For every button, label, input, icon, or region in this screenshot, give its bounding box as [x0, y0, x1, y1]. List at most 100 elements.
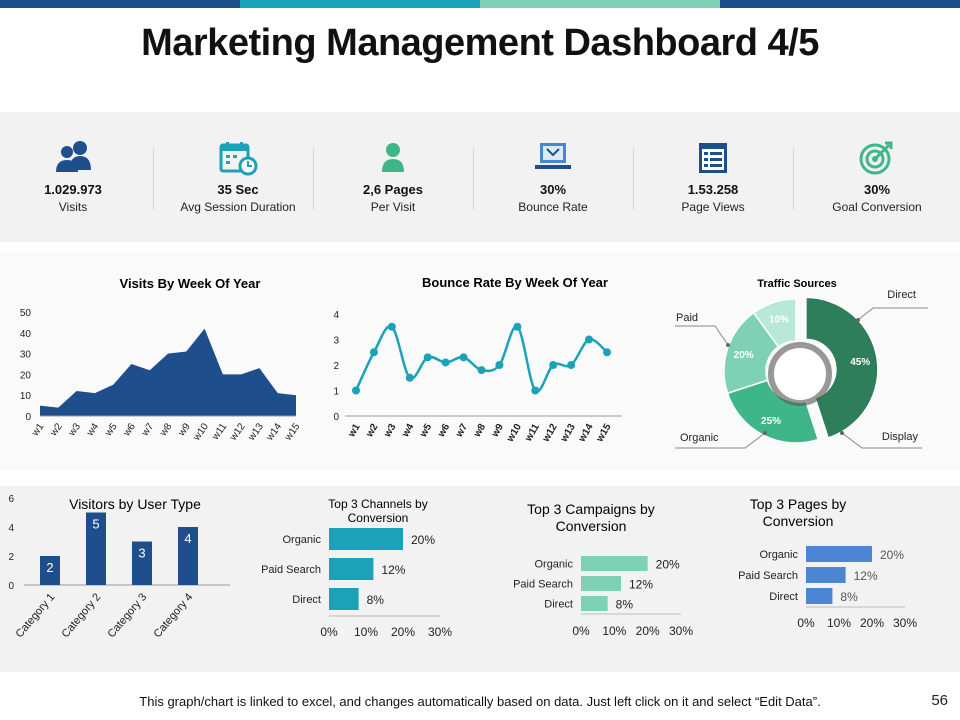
- y-category-label: Direct: [292, 594, 321, 606]
- kpi-divider: [633, 148, 634, 210]
- callout-dot: [840, 431, 844, 435]
- data-point: [387, 322, 396, 331]
- slice-name-label: Display: [882, 431, 919, 443]
- y-category-label: Organic: [282, 534, 321, 546]
- y-tick-label: 10: [20, 391, 32, 402]
- top-color-bar: [0, 0, 960, 8]
- bar-value-label: 8%: [367, 593, 385, 607]
- kpi-value: 1.53.258: [687, 182, 739, 197]
- x-tick-label: 20%: [860, 616, 884, 630]
- data-point: [549, 361, 558, 369]
- bar-value-label: 20%: [411, 533, 435, 547]
- data-point: [441, 358, 450, 367]
- chart-title-line-1: Top 3 Pages by: [750, 496, 847, 512]
- bar: [581, 576, 621, 591]
- chart-title-line-2: Conversion: [348, 511, 409, 525]
- x-tick-label: w15: [594, 422, 614, 445]
- data-point: [423, 353, 432, 362]
- x-tick-label: w7: [139, 421, 156, 439]
- data-point: [369, 348, 378, 357]
- traffic-sources-chart: Traffic Sources 45% 25% 20% 10% Direct Displa…: [675, 278, 928, 449]
- bar-value-label: 20%: [880, 548, 904, 562]
- bar: [806, 588, 833, 604]
- y-category-label: Paid Search: [513, 579, 573, 591]
- plot-area: 45% 25% 20% 10% Direct Display Organic Paid: [675, 289, 928, 449]
- x-tick-label: 0%: [797, 616, 815, 630]
- x-tick-label: w3: [66, 421, 83, 439]
- data-point: [352, 386, 360, 395]
- visits-by-week-chart: Visits By Week Of Year 0 10 20 30 40 50 w1 w2 w3…: [20, 276, 303, 444]
- visits-area: [40, 328, 296, 416]
- kpi-page-views: 1.53.258 Page Views: [633, 112, 793, 242]
- slice-name-label: Paid: [676, 312, 698, 324]
- top-campaigns-chart: Top 3 Campaigns by Conversion Organic 20%…: [513, 501, 693, 638]
- chart-title: Bounce Rate By Week Of Year: [422, 275, 608, 290]
- callout-dot: [856, 318, 860, 322]
- x-tick-label: w4: [84, 421, 101, 439]
- kpi-goal-conversion: 30% Goal Conversion: [797, 112, 957, 242]
- y-tick-label: 4: [8, 523, 14, 534]
- x-tick-label: w9: [489, 422, 506, 440]
- kpi-visits: 1.029.973 Visits: [0, 112, 153, 242]
- laptop-icon: [535, 143, 571, 169]
- data-point: [513, 322, 522, 331]
- chart-title: Visitors by User Type: [69, 496, 201, 512]
- kpi-value: 30%: [863, 182, 891, 197]
- top-bar-segment: [240, 0, 480, 8]
- kpi-divider: [313, 148, 314, 210]
- x-tick-label: Category 1: [14, 591, 58, 640]
- x-tick-label: 10%: [827, 616, 851, 630]
- data-point: [585, 335, 594, 344]
- chart-title-line-1: Top 3 Campaigns by: [527, 501, 655, 517]
- plot-area: Organic 20% Paid Search 12% Direct 8% 0% 10% 20%…: [738, 546, 917, 630]
- bar: [806, 567, 846, 583]
- x-tick-label: Category 2: [60, 591, 104, 640]
- x-tick-label: 30%: [893, 616, 917, 630]
- bar-value-label: 8%: [840, 590, 858, 604]
- bar-value-label: 3: [138, 546, 145, 561]
- y-tick-label: 0: [333, 412, 339, 423]
- slice-name-label: Organic: [680, 432, 719, 444]
- bar: [40, 556, 60, 585]
- visitors-by-user-type-chart: Visitors by User Type 0 2 4 6 2 Category 1 5 Ca…: [8, 494, 230, 640]
- top-bar-segment: [0, 0, 240, 8]
- x-tick-label: w10: [191, 421, 211, 444]
- y-tick-label: 2: [333, 361, 339, 372]
- x-tick-label: 10%: [602, 624, 626, 638]
- x-tick-label: w6: [121, 421, 138, 439]
- kpi-divider: [153, 148, 154, 210]
- plot-area: 0 2 4 6 2 Category 1 5 Category 2 3 Category 3 4 Ca…: [8, 494, 230, 640]
- document-icon: [699, 143, 727, 173]
- bar-value-label: 12%: [381, 563, 405, 577]
- kpi-band: 1.029.973 Visits 35 Sec Avg Session Dura…: [0, 112, 960, 242]
- slice-value-label: 25%: [761, 416, 781, 427]
- x-tick-label: w14: [264, 421, 284, 444]
- x-tick-label: w1: [346, 422, 363, 440]
- x-tick-label: w15: [282, 421, 302, 444]
- x-tick-label: w8: [471, 422, 488, 440]
- x-tick-label: w11: [523, 422, 542, 445]
- bar-value-label: 12%: [854, 569, 878, 583]
- chart-title: Visits By Week Of Year: [120, 276, 261, 291]
- bar: [178, 527, 198, 585]
- kpi-value: 30%: [539, 182, 567, 197]
- top-bar-segment: [480, 0, 720, 8]
- x-tick-label: w8: [158, 421, 175, 439]
- x-tick-label: w12: [227, 421, 247, 444]
- kpi-session-duration: 35 Sec Avg Session Duration: [158, 112, 318, 242]
- kpi-bounce-rate: 30% Bounce Rate: [473, 112, 633, 242]
- bar: [581, 596, 608, 611]
- kpi-divider: [793, 148, 794, 210]
- callout-dot: [763, 431, 767, 435]
- kpi-label: Bounce Rate: [518, 200, 588, 214]
- top-pages-chart: Top 3 Pages by Conversion Organic 20% Paid…: [738, 496, 917, 630]
- bar-value-label: 5: [92, 517, 99, 532]
- y-tick-label: 50: [20, 308, 32, 319]
- x-tick-label: 30%: [428, 625, 452, 639]
- chart-title: Traffic Sources: [757, 278, 836, 290]
- x-tick-label: Category 3: [106, 591, 150, 640]
- bottom-chart-band: [0, 486, 960, 672]
- callout-line: [857, 307, 928, 321]
- top-bar-segment: [720, 0, 960, 8]
- bar: [329, 558, 374, 580]
